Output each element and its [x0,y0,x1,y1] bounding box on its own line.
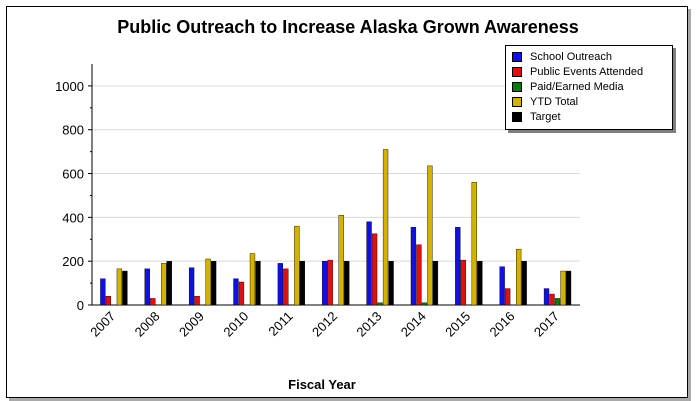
x-tick-label: 2007 [87,309,118,340]
bar [427,165,433,306]
bar [322,260,328,306]
y-tick-label: 600 [62,167,84,182]
bar [327,259,333,306]
legend-swatch [512,112,522,122]
legend-item: Public Events Attended [512,65,643,79]
legend-label: YTD Total [530,96,579,108]
legend-label: Target [530,111,561,123]
bar [210,260,217,306]
bar [460,259,466,306]
bar [100,278,106,306]
legend-label: Public Events Attended [530,66,644,78]
bar [388,260,394,306]
bar [238,281,245,306]
legend-label: School Outreach [530,51,612,63]
bar [144,268,150,306]
bar [249,253,256,306]
x-tick-label: 2017 [531,309,562,340]
legend-item: YTD Total [512,95,578,109]
bar [194,296,200,306]
bar [410,227,417,306]
bar [105,296,112,306]
bar [377,302,383,306]
y-tick-label: 0 [77,298,84,313]
bar [499,266,505,306]
bar [277,263,283,306]
x-tick-label: 2012 [309,309,340,340]
x-tick-label: 2015 [442,309,473,340]
bar [432,260,439,306]
bar [188,267,195,306]
x-tick-label: 2014 [398,309,429,340]
legend-label: Paid/Earned Media [530,81,624,93]
bar [516,248,522,306]
bar [521,260,527,306]
bar [371,233,378,306]
bar [166,260,172,306]
bar [505,288,511,306]
chart-legend: School Outreach Public Events Attended P… [505,45,673,130]
x-tick-label: 2011 [265,309,295,339]
bar [455,227,461,306]
x-tick-label: 2009 [176,309,207,340]
bar [366,221,372,306]
x-tick-label: 2013 [353,309,384,340]
legend-swatch [512,97,522,107]
x-tick-label: 2008 [132,309,163,340]
x-tick-label: 2010 [220,309,251,340]
y-tick-label: 200 [62,254,84,269]
bar [294,225,300,306]
bar [543,288,550,306]
y-tick-label: 1000 [55,79,84,94]
chart-title: Public Outreach to Increase Alaska Grown… [117,17,579,37]
bar [344,260,350,306]
bar [150,298,156,306]
x-tick-label: 2016 [487,309,518,340]
bar [421,302,428,306]
bar [122,270,128,306]
legend-swatch [512,52,522,62]
bar [161,263,167,306]
bar [255,260,261,306]
bar [416,244,422,306]
bar [338,214,344,306]
bar [554,298,561,306]
bar [471,182,477,306]
bar [382,149,389,306]
legend-item: School Outreach [512,50,612,64]
x-axis-label: Fiscal Year [288,377,356,392]
bar [560,270,566,306]
bar [233,278,239,306]
bar [116,268,123,306]
bar [299,260,305,306]
y-tick-label: 800 [62,123,84,138]
legend-swatch [512,82,522,92]
legend-item: Target [512,110,561,124]
bar [549,293,555,306]
legend-swatch [512,67,522,77]
bar [477,260,483,306]
bar [565,270,572,306]
y-tick-label: 400 [62,210,84,225]
legend-item: Paid/Earned Media [512,80,624,94]
bar [205,258,211,306]
bar [283,268,289,306]
